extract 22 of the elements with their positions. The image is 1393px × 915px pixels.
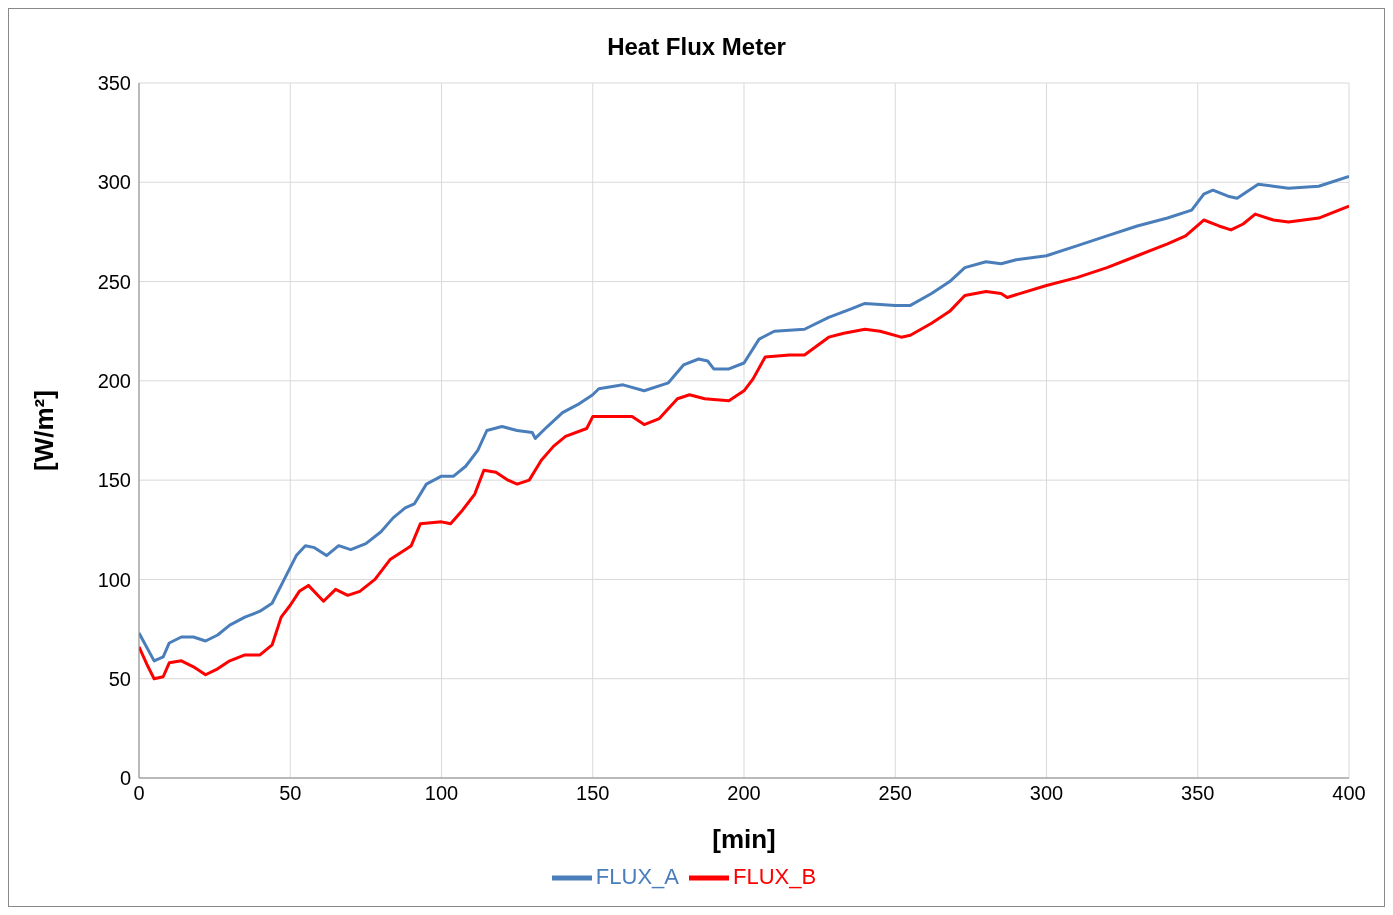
x-tick-label: 350 <box>1181 782 1215 805</box>
x-tick-label: 0 <box>133 782 145 805</box>
legend-label: FLUX_A <box>595 863 679 889</box>
x-tick-label: 150 <box>576 782 610 805</box>
y-tick-label: 100 <box>97 568 131 591</box>
y-tick-label: 250 <box>97 270 131 293</box>
x-tick-label: 400 <box>1332 782 1366 805</box>
x-tick-label: 100 <box>424 782 459 805</box>
x-tick-label: 200 <box>727 782 761 805</box>
y-tick-label: 0 <box>119 767 131 790</box>
x-tick-label: 250 <box>878 782 912 805</box>
y-tick-label: 350 <box>97 72 131 95</box>
y-axis-title: [W/m²] <box>29 390 60 471</box>
y-tick-label: 150 <box>97 469 131 492</box>
x-tick-label: 50 <box>279 782 302 805</box>
chart-title: Heat Flux Meter <box>606 32 787 62</box>
y-tick-label: 300 <box>97 171 131 194</box>
y-tick-label: 200 <box>97 369 131 392</box>
x-tick-label: 300 <box>1029 782 1064 805</box>
legend-label: FLUX_B <box>733 863 817 889</box>
x-axis-title: [min] <box>712 824 776 854</box>
y-tick-label: 50 <box>108 667 131 690</box>
